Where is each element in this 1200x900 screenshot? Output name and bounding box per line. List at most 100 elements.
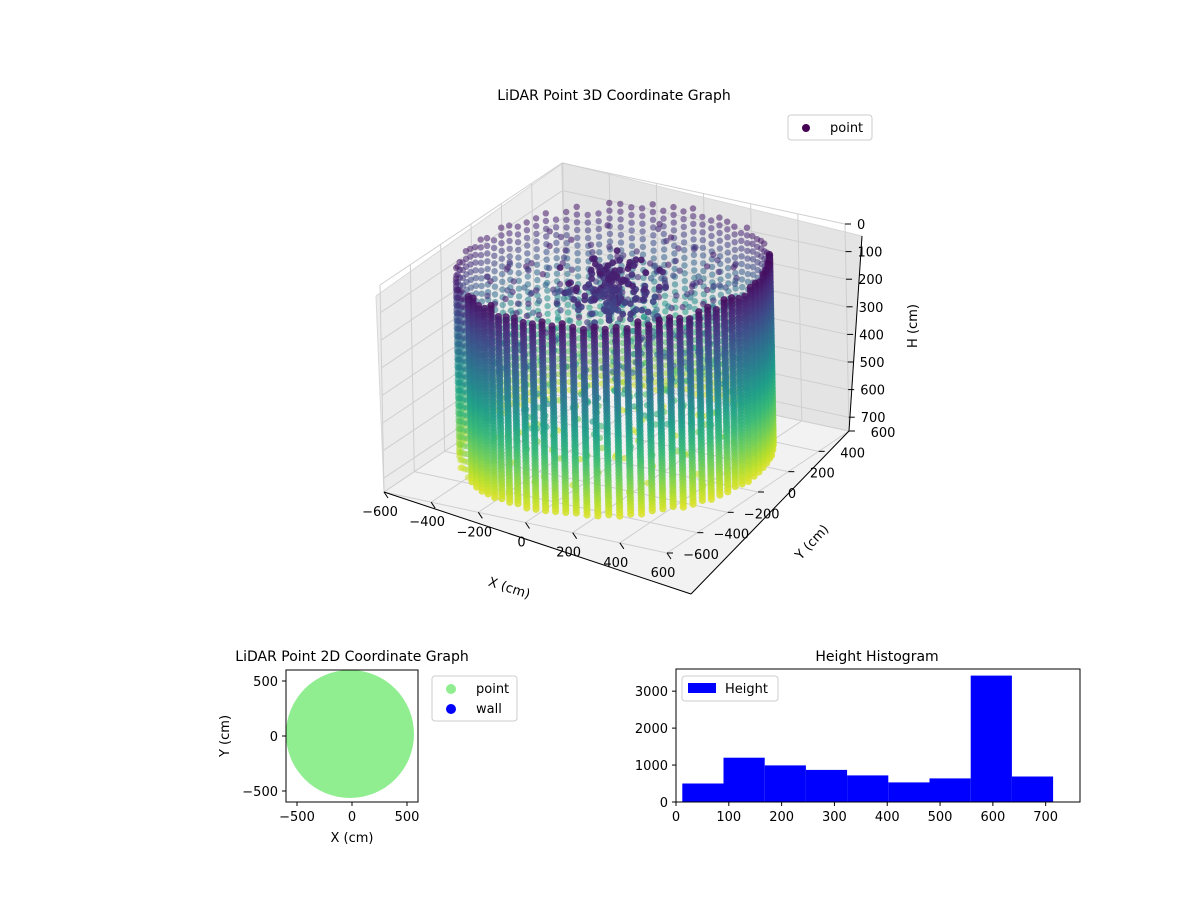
point-marker xyxy=(698,496,707,505)
point-marker xyxy=(534,292,541,299)
point-marker xyxy=(733,274,740,282)
point-marker xyxy=(483,242,491,249)
point-marker xyxy=(563,208,570,216)
point-marker xyxy=(484,258,491,265)
point-marker xyxy=(509,288,516,296)
point-marker xyxy=(640,313,648,321)
point-marker xyxy=(754,243,761,251)
point-marker xyxy=(523,227,531,234)
point-marker xyxy=(679,303,686,311)
point-marker xyxy=(491,283,499,290)
point-marker xyxy=(545,264,553,272)
point-marker xyxy=(596,270,604,278)
point-marker xyxy=(676,267,683,274)
histogram-bar xyxy=(847,775,889,802)
point-marker xyxy=(552,224,560,231)
point-marker xyxy=(589,255,596,263)
point-marker xyxy=(708,217,715,224)
z-axis-line xyxy=(848,235,863,432)
point-marker xyxy=(510,278,517,285)
point-marker xyxy=(690,245,698,253)
point-marker xyxy=(681,277,688,285)
point-marker xyxy=(716,229,723,237)
point-marker xyxy=(595,241,603,248)
point-marker xyxy=(716,222,723,229)
point-marker xyxy=(562,247,569,254)
point-marker xyxy=(607,253,614,261)
y-tick-label-hist: 1000 xyxy=(635,759,668,774)
point-marker xyxy=(738,268,746,275)
point-marker xyxy=(716,245,724,252)
x-tick-3d xyxy=(477,512,483,519)
histogram-bars xyxy=(682,675,1054,802)
point-marker xyxy=(709,271,716,278)
point-marker xyxy=(515,293,523,300)
x-tick-label-hist: 700 xyxy=(1033,810,1058,825)
ticks-2d: −500 0 500 500 0 −500 xyxy=(242,675,419,825)
point-marker xyxy=(543,233,550,240)
point-marker xyxy=(595,233,603,240)
point-marker xyxy=(596,263,603,270)
histogram-bar xyxy=(723,757,765,802)
point-marker xyxy=(598,444,605,452)
point-marker xyxy=(478,290,485,297)
x-tick-label-3d: −200 xyxy=(456,525,492,540)
point-marker xyxy=(605,286,613,294)
point-marker xyxy=(556,280,564,288)
point-marker xyxy=(544,318,552,325)
point-marker xyxy=(599,287,607,295)
point-marker xyxy=(739,284,746,291)
point-marker xyxy=(574,301,582,308)
point-marker xyxy=(649,201,656,208)
grid-back-h xyxy=(561,162,846,225)
point-marker xyxy=(484,490,492,498)
point-marker xyxy=(688,283,696,290)
y-tick-label-3d: 200 xyxy=(810,467,835,482)
x-tick-3d xyxy=(525,522,530,529)
point-marker xyxy=(697,278,704,286)
point-marker xyxy=(662,308,669,315)
point-marker xyxy=(523,312,531,320)
point-marker xyxy=(628,219,635,226)
point-marker xyxy=(574,273,582,280)
point-marker xyxy=(670,203,677,211)
point-marker xyxy=(631,403,638,410)
point-marker xyxy=(478,275,485,282)
point-marker xyxy=(499,278,506,285)
point-marker xyxy=(744,255,751,262)
point-marker xyxy=(744,263,751,270)
point-marker xyxy=(667,234,675,241)
y-tick-label-2d: −500 xyxy=(242,785,278,800)
point-marker xyxy=(749,232,756,240)
point-marker xyxy=(681,270,688,277)
point-marker xyxy=(708,232,715,240)
point-marker xyxy=(506,230,513,237)
point-marker xyxy=(680,231,688,238)
point-marker xyxy=(532,505,540,513)
point-marker xyxy=(652,421,659,428)
point-marker xyxy=(642,269,650,277)
grid-back-y xyxy=(409,264,415,472)
point-marker xyxy=(637,256,645,264)
point-marker xyxy=(552,507,560,516)
point-marker xyxy=(472,251,479,259)
ticks-histogram: 0 100 200 300 400 500 600 700 0 1000 2000 3000 xyxy=(635,685,1058,825)
z-tick-label-3d: 100 xyxy=(858,246,883,261)
point-marker xyxy=(627,315,634,323)
point-marker xyxy=(606,238,614,245)
point-marker xyxy=(661,292,669,299)
point-marker xyxy=(627,510,635,518)
x-tick-label-3d: −400 xyxy=(409,515,445,530)
point-marker xyxy=(629,282,636,290)
point-marker xyxy=(722,284,729,291)
point-marker xyxy=(596,256,603,264)
point-marker xyxy=(699,236,706,244)
x-tick-3d xyxy=(666,552,672,560)
point-marker xyxy=(650,232,657,239)
point-marker xyxy=(710,297,717,304)
point-marker xyxy=(699,244,707,251)
point-disk xyxy=(286,670,414,798)
point-marker xyxy=(699,213,706,221)
point-marker xyxy=(704,286,711,294)
point-marker xyxy=(491,260,498,267)
